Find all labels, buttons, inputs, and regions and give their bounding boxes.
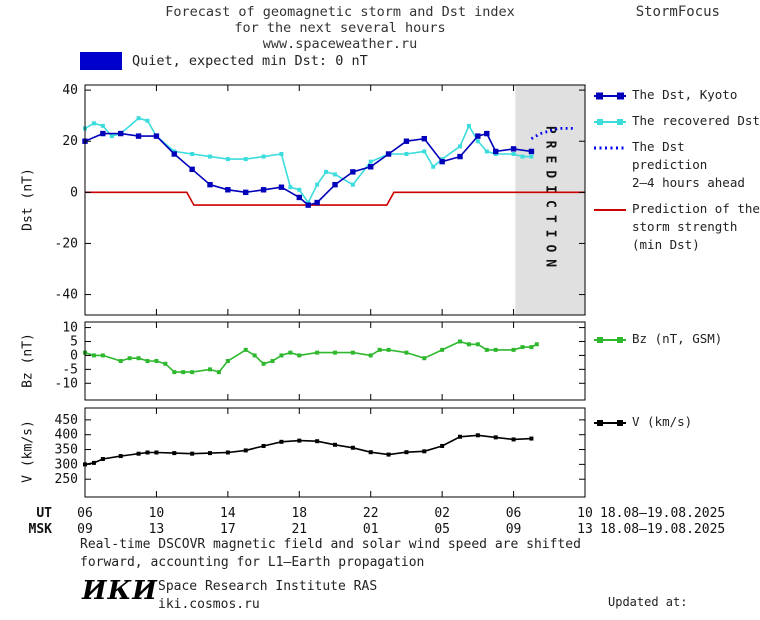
legend-dst-kyoto: The Dst, Kyoto <box>594 86 760 104</box>
bz-legend: Bz (nT, GSM) <box>594 330 760 356</box>
svg-text:250: 250 <box>55 472 78 487</box>
svg-text:-5: -5 <box>62 362 78 377</box>
quiet-level-swatch <box>80 52 122 70</box>
iki-logo: ИКИ <box>82 576 158 606</box>
svg-text:-20: -20 <box>55 236 78 251</box>
footnote: Real-time DSCOVR magnetic field and sola… <box>80 536 581 572</box>
legend-label: The Dst, Kyoto <box>632 87 738 102</box>
institute-name: Space Research Institute RAS <box>158 579 378 594</box>
svg-text:0: 0 <box>70 185 78 200</box>
brand-label: StormFocus <box>635 4 720 20</box>
svg-text:22: 22 <box>363 506 379 521</box>
svg-text:17: 17 <box>220 522 236 537</box>
dst-legend: The Dst, Kyoto The recovered Dst The Dst… <box>594 86 760 262</box>
svg-text:10: 10 <box>62 321 78 336</box>
dst-panel: PREDICTION 40 20 0 -20 -40 <box>55 83 586 316</box>
svg-text:-40: -40 <box>55 288 78 303</box>
legend-v: V (km/s) <box>594 413 760 431</box>
svg-text:14: 14 <box>220 506 236 521</box>
legend-label: storm strength <box>632 219 738 234</box>
footnote-line-2: forward, accounting for L1–Earth propaga… <box>80 555 425 570</box>
svg-text:400: 400 <box>55 428 78 443</box>
svg-text:13: 13 <box>149 522 165 537</box>
legend-label: The Dst prediction <box>632 139 708 172</box>
v-axis-label: V (km/s) <box>20 420 36 483</box>
legend-label: The recovered Dst <box>632 113 760 128</box>
prediction-dotted-line-icon <box>594 146 626 150</box>
svg-text:300: 300 <box>55 457 78 472</box>
svg-text:10: 10 <box>149 506 165 521</box>
legend-label: Prediction of the <box>632 201 760 216</box>
msk-row-label: MSK <box>29 522 53 537</box>
storm-status: Quiet, expected min Dst: 0 nT <box>80 52 368 70</box>
svg-text:10: 10 <box>577 506 593 521</box>
legend-storm-strength: Prediction of the storm strength (min Ds… <box>594 200 760 254</box>
prediction-band-label: PREDICTION <box>543 126 558 274</box>
institute-site-link[interactable]: iki.cosmos.ru <box>158 597 260 612</box>
legend-label: Bz (nT, GSM) <box>632 331 723 346</box>
charts-canvas: PREDICTION40200-20-401050-5-104504003503… <box>29 83 726 537</box>
kyoto-line-icon <box>594 92 626 100</box>
recovered-line-icon <box>594 119 626 125</box>
v-legend: V (km/s) <box>594 413 760 439</box>
quiet-level-label: Quiet, expected min Dst: 0 nT <box>132 53 368 69</box>
ut-row-label: UT <box>36 506 52 521</box>
legend-label: (min Dst) <box>632 237 700 252</box>
svg-text:01: 01 <box>363 522 379 537</box>
updated-at-label: Updated at: <box>608 595 688 609</box>
legend-recovered-dst: The recovered Dst <box>594 112 760 130</box>
svg-text:13: 13 <box>577 522 593 537</box>
svg-text:02: 02 <box>434 506 450 521</box>
svg-text:18: 18 <box>291 506 307 521</box>
legend-label: 2–4 hours ahead <box>632 175 745 190</box>
svg-text:0: 0 <box>70 348 78 363</box>
svg-text:05: 05 <box>434 522 450 537</box>
updated-at-block: Updated at: UT 06:05, 19.08.2025 MSK 09:… <box>598 562 750 620</box>
legend-label: V (km/s) <box>632 414 693 429</box>
svg-text:350: 350 <box>55 443 78 458</box>
svg-text:5: 5 <box>70 335 78 350</box>
storm-strength-line-icon <box>594 209 626 211</box>
svg-text:-10: -10 <box>55 376 78 391</box>
v-line-icon <box>594 420 626 426</box>
legend-bz: Bz (nT, GSM) <box>594 330 760 348</box>
svg-text:20: 20 <box>62 134 78 149</box>
title-site-link[interactable]: www.spaceweather.ru <box>262 36 418 52</box>
svg-text:21: 21 <box>291 522 307 537</box>
msk-date-range: 18.08–19.08.2025 <box>600 522 725 537</box>
legend-dst-prediction: The Dst prediction 2–4 hours ahead <box>594 138 760 192</box>
bz-line-icon <box>594 337 626 343</box>
svg-text:09: 09 <box>77 522 93 537</box>
svg-text:40: 40 <box>62 83 78 98</box>
svg-text:06: 06 <box>77 506 93 521</box>
ut-date-range: 18.08–19.08.2025 <box>600 506 725 521</box>
dst-axis-label: Dst (nT) <box>20 168 36 231</box>
title-line-2: for the next several hours <box>234 20 446 36</box>
footnote-line-1: Real-time DSCOVR magnetic field and sola… <box>80 537 581 552</box>
svg-text:09: 09 <box>506 522 522 537</box>
page-title: Forecast of geomagnetic storm and Dst in… <box>60 4 620 52</box>
svg-text:450: 450 <box>55 413 78 428</box>
title-line-1: Forecast of geomagnetic storm and Dst in… <box>165 4 515 20</box>
institute-block: Space Research Institute RAS iki.cosmos.… <box>158 578 377 614</box>
svg-text:06: 06 <box>506 506 522 521</box>
